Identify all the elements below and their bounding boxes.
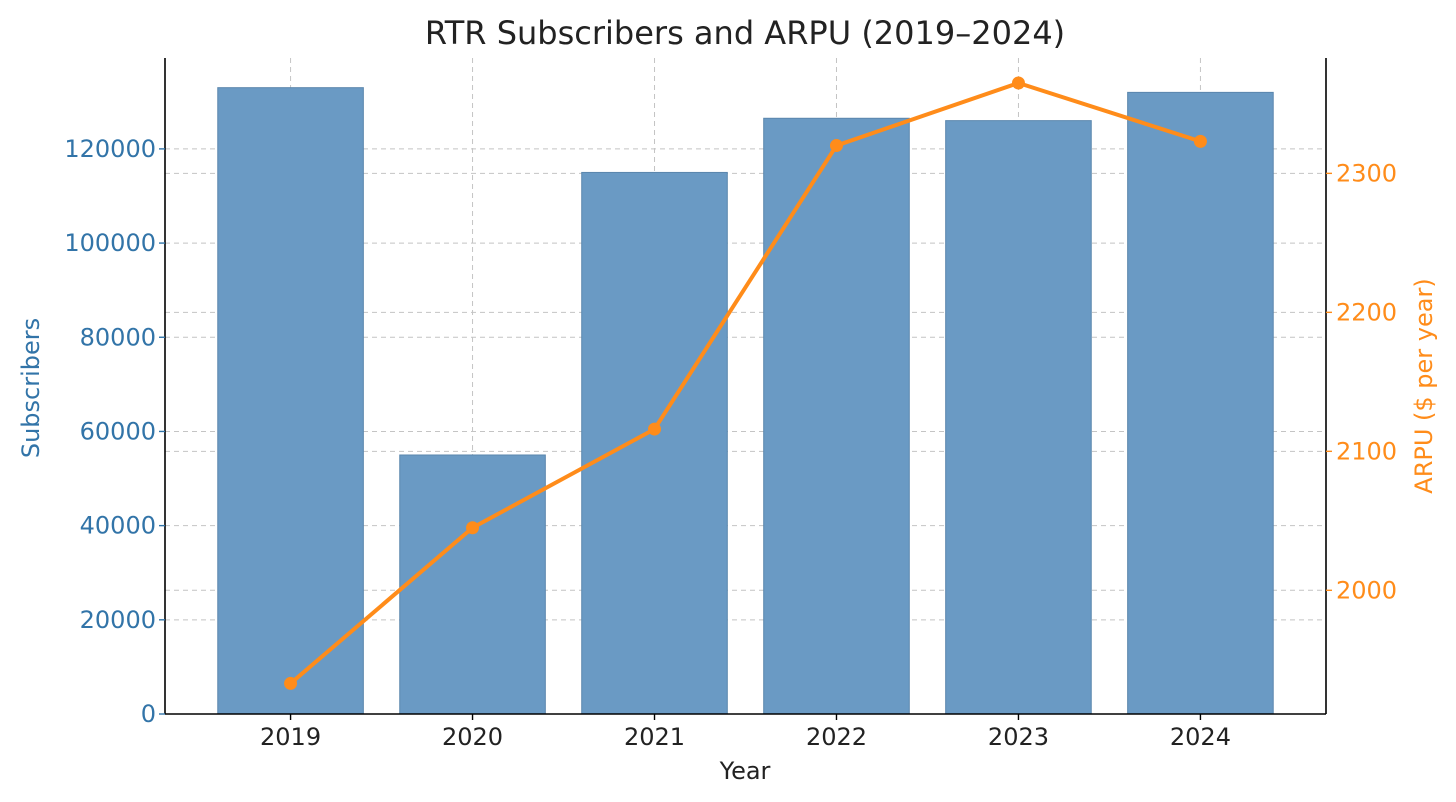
point-arpu-2023 [1011, 76, 1025, 90]
y-left-tick-label: 80000 [80, 323, 156, 351]
y-right-tick-label: 2200 [1336, 298, 1397, 326]
x-tick-label-2019: 2019 [260, 723, 321, 751]
line-arpu [288, 81, 1203, 686]
axes-layer [164, 58, 1327, 715]
point-arpu-2020 [466, 521, 480, 535]
y-left-tick-label: 60000 [80, 417, 156, 445]
y-left-axis-label: Subscribers [17, 318, 45, 458]
point-arpu-2019 [284, 676, 298, 690]
x-tick-label-2024: 2024 [1170, 723, 1231, 751]
y-right-tick-label: 2300 [1336, 159, 1397, 187]
bar-subscribers-2023 [945, 120, 1092, 715]
bar-subscribers-2022 [763, 117, 910, 715]
bar-subscribers-2024 [1127, 91, 1274, 715]
point-arpu-2021 [648, 422, 662, 436]
bar-subscribers-2020 [399, 454, 546, 715]
point-arpu-2024 [1193, 134, 1207, 148]
y-left-tick-label: 0 [141, 700, 156, 728]
line-layer [284, 76, 1207, 690]
point-arpu-2022 [829, 139, 843, 153]
x-axis-label: Year [719, 757, 771, 785]
y-left-tick-label: 100000 [64, 229, 156, 257]
x-tick-label-2020: 2020 [442, 723, 503, 751]
x-tick-label-2022: 2022 [806, 723, 867, 751]
y-right-tick-label: 2100 [1336, 437, 1397, 465]
bars-layer [217, 87, 1274, 715]
y-left-tick-label: 40000 [80, 512, 156, 540]
y-right-axis-label: ARPU ($ per year) [1410, 278, 1438, 493]
x-tick-label-2023: 2023 [988, 723, 1049, 751]
x-tick-label-2021: 2021 [624, 723, 685, 751]
ticks-layer: 2019 2020 2021 2022 2023 2024 0 20000 40000 60000… [64, 135, 1397, 751]
y-right-tick-label: 2000 [1336, 576, 1397, 604]
bar-subscribers-2019 [217, 87, 364, 715]
y-left-tick-label: 120000 [64, 135, 156, 163]
bar-subscribers-2021 [581, 171, 728, 715]
y-left-tick-label: 20000 [80, 606, 156, 634]
chart-title: RTR Subscribers and ARPU (2019–2024) [425, 14, 1065, 52]
